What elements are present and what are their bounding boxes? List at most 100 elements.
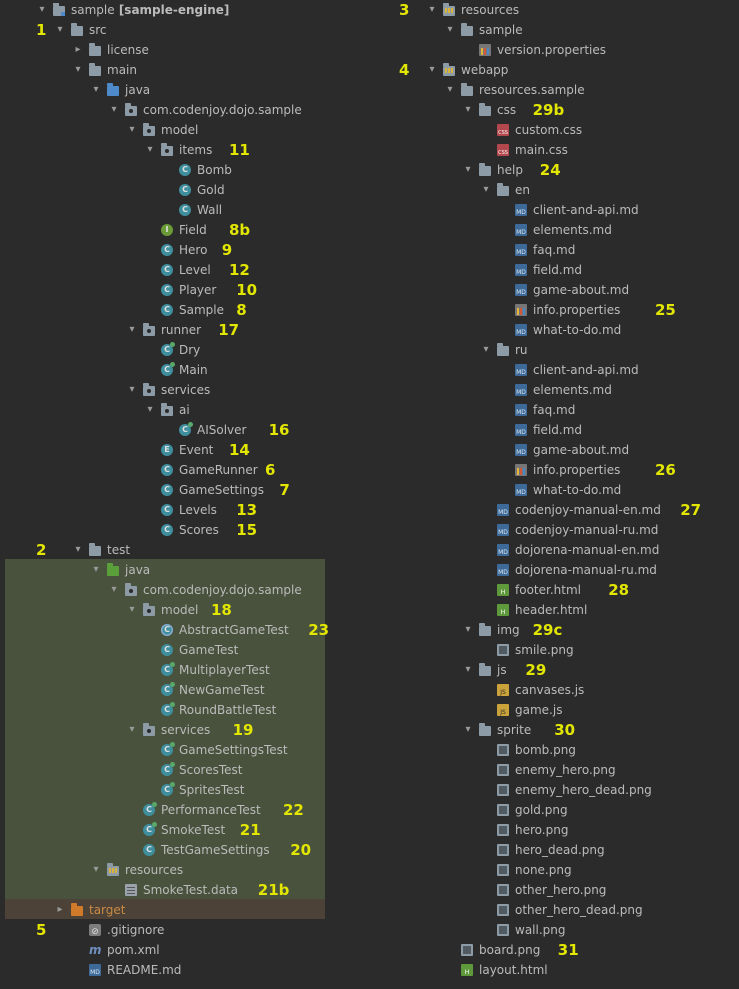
tree-row-game-about-md[interactable]: game-about.md <box>370 280 739 300</box>
tree-row-java[interactable]: ▾ java <box>0 80 330 100</box>
tree-row-faq-md[interactable]: faq.md <box>370 240 739 260</box>
tree-row-what-to-do-md[interactable]: what-to-do.md <box>370 320 739 340</box>
tree-row-wall[interactable]: C Wall <box>0 200 330 220</box>
chevron-down-icon[interactable]: ▾ <box>147 404 153 415</box>
tree-row-gitignore[interactable]: .gitignore 5 <box>0 920 330 942</box>
tree-row-client-and-api-md[interactable]: client-and-api.md <box>370 200 739 220</box>
tree-row-gametest[interactable]: C GameTest <box>0 640 330 660</box>
chevron-down-icon[interactable]: ▾ <box>447 24 453 35</box>
chevron-down-icon[interactable]: ▾ <box>429 4 435 15</box>
tree-row-custom-css[interactable]: custom.css <box>370 120 739 140</box>
tree-row-gold[interactable]: C Gold <box>0 180 330 200</box>
tree-row-resources[interactable]: ▾ resources 3 <box>370 0 739 20</box>
chevron-down-icon[interactable]: ▾ <box>111 584 117 595</box>
tree-row-codenjoy-manual-ru-md[interactable]: codenjoy-manual-ru.md <box>370 520 739 540</box>
tree-row-dojorena-manual-ru-md[interactable]: dojorena-manual-ru.md <box>370 560 739 580</box>
tree-row-resources[interactable]: ▾ resources <box>0 860 330 880</box>
tree-row-sample[interactable]: C Sample 8 <box>0 300 330 320</box>
tree-row-canvases-js[interactable]: canvases.js <box>370 680 739 700</box>
tree-row-hero-dead-png[interactable]: hero_dead.png <box>370 840 739 860</box>
tree-row-smoketest-data[interactable]: SmokeTest.data 21b <box>0 880 330 900</box>
chevron-down-icon[interactable]: ▾ <box>465 164 471 175</box>
tree-row-scores[interactable]: C Scores 15 <box>0 520 330 540</box>
tree-row-elements-md[interactable]: elements.md <box>370 220 739 240</box>
tree-row-services[interactable]: ▾ services <box>0 380 330 400</box>
tree-row-model[interactable]: ▾ model <box>0 120 330 140</box>
tree-row-hero-png[interactable]: hero.png <box>370 820 739 840</box>
tree-row-wall-png[interactable]: wall.png <box>370 920 739 940</box>
tree-row-multiplayertest[interactable]: C MultiplayerTest <box>0 660 330 680</box>
tree-row-gold-png[interactable]: gold.png <box>370 800 739 820</box>
tree-row-dojorena-manual-en-md[interactable]: dojorena-manual-en.md <box>370 540 739 560</box>
tree-row-css[interactable]: ▾ css 29b <box>370 100 739 120</box>
tree-row-enemy-hero-png[interactable]: enemy_hero.png <box>370 760 739 780</box>
tree-row-layout-html[interactable]: layout.html <box>370 960 739 980</box>
tree-row-newgametest[interactable]: C NewGameTest <box>0 680 330 700</box>
chevron-down-icon[interactable]: ▾ <box>75 64 81 75</box>
tree-row-testgamesettings[interactable]: C TestGameSettings 20 <box>0 840 330 860</box>
tree-row-game-about-md[interactable]: game-about.md <box>370 440 739 460</box>
tree-row-hero[interactable]: C Hero 9 <box>0 240 330 260</box>
tree-row-test[interactable]: ▾ test 2 <box>0 540 330 560</box>
chevron-down-icon[interactable]: ▾ <box>39 4 45 15</box>
tree-row-info-properties[interactable]: info.properties 25 <box>370 300 739 320</box>
tree-row-sample[interactable]: ▾ sample <box>370 20 739 40</box>
tree-row-en[interactable]: ▾ en <box>370 180 739 200</box>
tree-row-img[interactable]: ▾ img 29c <box>370 620 739 640</box>
tree-row-player[interactable]: C Player 10 <box>0 280 330 300</box>
tree-row-main[interactable]: ▾ main <box>0 60 330 80</box>
tree-row-pom-xml[interactable]: m pom.xml <box>0 940 330 960</box>
tree-row-webapp[interactable]: ▾ webapp 4 <box>370 60 739 80</box>
chevron-down-icon[interactable]: ▾ <box>129 384 135 395</box>
tree-row-src[interactable]: ▾ src 1 <box>0 20 330 40</box>
tree-row-com-codenjoy-dojo-sample[interactable]: ▾ com.codenjoy.dojo.sample <box>0 100 330 120</box>
tree-row-gamerunner[interactable]: C GameRunner 6 <box>0 460 330 480</box>
tree-row-footer-html[interactable]: footer.html 28 <box>370 580 739 600</box>
tree-row-bomb-png[interactable]: bomb.png <box>370 740 739 760</box>
tree-row-ru[interactable]: ▾ ru <box>370 340 739 360</box>
tree-row-version-properties[interactable]: version.properties <box>370 40 739 60</box>
tree-row-what-to-do-md[interactable]: what-to-do.md <box>370 480 739 500</box>
chevron-down-icon[interactable]: ▾ <box>429 64 435 75</box>
chevron-down-icon[interactable]: ▾ <box>129 124 135 135</box>
tree-row-dry[interactable]: C Dry <box>0 340 330 360</box>
chevron-down-icon[interactable]: ▾ <box>465 664 471 675</box>
tree-row-abstractgametest[interactable]: C AbstractGameTest 23 <box>0 620 330 640</box>
tree-row-model[interactable]: ▾ model 18 <box>0 600 330 620</box>
tree-row-java[interactable]: ▾ java <box>0 560 330 580</box>
chevron-down-icon[interactable]: ▾ <box>447 84 453 95</box>
tree-row-help[interactable]: ▾ help 24 <box>370 160 739 180</box>
chevron-down-icon[interactable]: ▾ <box>465 104 471 115</box>
tree-row-event[interactable]: E Event 14 <box>0 440 330 460</box>
tree-row-sample[interactable]: ▾ sample [sample-engine] <box>0 0 330 20</box>
tree-row-header-html[interactable]: header.html <box>370 600 739 620</box>
tree-row-main[interactable]: C Main <box>0 360 330 380</box>
chevron-down-icon[interactable]: ▾ <box>483 344 489 355</box>
tree-row-main-css[interactable]: main.css <box>370 140 739 160</box>
tree-row-roundbattletest[interactable]: C RoundBattleTest <box>0 700 330 720</box>
tree-row-none-png[interactable]: none.png <box>370 860 739 880</box>
tree-row-field-md[interactable]: field.md <box>370 420 739 440</box>
tree-row-gamesettings[interactable]: C GameSettings 7 <box>0 480 330 500</box>
tree-row-target[interactable]: ▸ target <box>0 900 330 920</box>
chevron-down-icon[interactable]: ▾ <box>57 24 63 35</box>
tree-row-other-hero-dead-png[interactable]: other_hero_dead.png <box>370 900 739 920</box>
tree-row-spritestest[interactable]: C SpritesTest <box>0 780 330 800</box>
chevron-down-icon[interactable]: ▾ <box>465 624 471 635</box>
tree-row-client-and-api-md[interactable]: client-and-api.md <box>370 360 739 380</box>
chevron-down-icon[interactable]: ▾ <box>129 324 135 335</box>
chevron-down-icon[interactable]: ▾ <box>129 604 135 615</box>
tree-row-enemy-hero-dead-png[interactable]: enemy_hero_dead.png <box>370 780 739 800</box>
tree-row-runner[interactable]: ▾ runner 17 <box>0 320 330 340</box>
tree-row-ai[interactable]: ▾ ai <box>0 400 330 420</box>
tree-row-other-hero-png[interactable]: other_hero.png <box>370 880 739 900</box>
tree-row-js[interactable]: ▾ js 29 <box>370 660 739 680</box>
tree-row-faq-md[interactable]: faq.md <box>370 400 739 420</box>
chevron-down-icon[interactable]: ▾ <box>129 724 135 735</box>
chevron-right-icon[interactable]: ▸ <box>75 44 81 55</box>
chevron-down-icon[interactable]: ▾ <box>465 724 471 735</box>
chevron-down-icon[interactable]: ▾ <box>483 184 489 195</box>
tree-row-smoketest[interactable]: C SmokeTest 21 <box>0 820 330 840</box>
chevron-right-icon[interactable]: ▸ <box>57 904 63 915</box>
tree-row-game-js[interactable]: game.js <box>370 700 739 720</box>
